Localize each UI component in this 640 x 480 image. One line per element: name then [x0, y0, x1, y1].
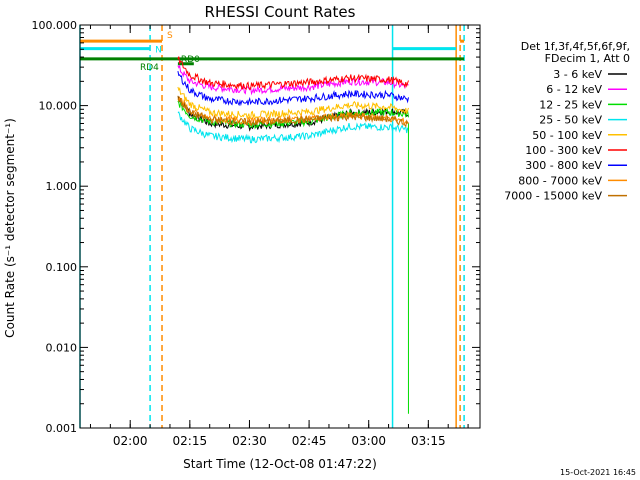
y-tick-label: 10.000: [39, 100, 78, 113]
vertical-markers-group: [79, 25, 465, 428]
series-line-7000-15000-kev: [177, 95, 409, 128]
y-tick-label: 1.000: [46, 180, 78, 193]
flag-bars-group: SN RD4 RD0: [80, 31, 465, 73]
flag-label-rd0: RD0: [181, 55, 200, 65]
plot-frame: [79, 24, 481, 429]
x-tick-label: 02:00: [113, 434, 148, 448]
y-tick-label: 0.010: [46, 341, 78, 354]
legend: Det 1f,3f,4f,5f,6f,9f,FDecim 1, Att 0 3 -…: [504, 40, 630, 203]
series-line-50-100-kev: [177, 86, 409, 120]
legend-header-line: Det 1f,3f,4f,5f,6f,9f,: [521, 40, 630, 53]
legend-label-300-800-kev: 300 - 800 keV: [525, 159, 602, 172]
series-group: [177, 56, 409, 414]
y-axis-label: Count Rate (s⁻¹ detector segment⁻¹): [3, 118, 17, 338]
flag-label-n: N: [155, 46, 162, 56]
axes-group: 0.001 0.010 0.100 1.000 10.000 100.000 02:00 02…: [32, 19, 480, 448]
legend-label-6-12-kev: 6 - 12 keV: [546, 83, 602, 96]
legend-label-100-300-kev: 100 - 300 keV: [525, 144, 602, 157]
x-tick-label: 03:15: [411, 434, 446, 448]
legend-header-line: FDecim 1, Att 0: [545, 52, 630, 65]
flag-label-rd4: RD4: [140, 63, 159, 73]
x-tick-label: 03:00: [351, 434, 386, 448]
flag-label-s: S: [167, 31, 173, 41]
legend-label-25-50-kev: 25 - 50 keV: [539, 114, 602, 127]
legend-label-3-6-kev: 3 - 6 keV: [553, 68, 602, 81]
chart-title: RHESSI Count Rates: [205, 3, 356, 21]
series-line-300-800-kev: [177, 70, 409, 107]
legend-label-7000-15000-kev: 7000 - 15000 keV: [504, 190, 602, 203]
series-line-25-50-kev: [177, 111, 409, 144]
x-tick-label: 02:15: [173, 434, 208, 448]
series-line-100-300-kev: [177, 56, 409, 91]
y-tick-label: 100.000: [32, 19, 78, 32]
x-axis-label: Start Time (12-Oct-08 01:47:22): [183, 457, 377, 471]
legend-label-800-7000-kev: 800 - 7000 keV: [518, 174, 602, 187]
footer-timestamp: 15-Oct-2021 16:45: [560, 468, 636, 477]
y-tick-label: 0.100: [46, 261, 78, 274]
y-tick-label: 0.001: [46, 422, 78, 435]
legend-label-50-100-kev: 50 - 100 keV: [532, 129, 602, 142]
legend-label-12-25-kev: 12 - 25 keV: [539, 98, 602, 111]
x-tick-label: 02:45: [292, 434, 327, 448]
x-tick-label: 02:30: [232, 434, 267, 448]
